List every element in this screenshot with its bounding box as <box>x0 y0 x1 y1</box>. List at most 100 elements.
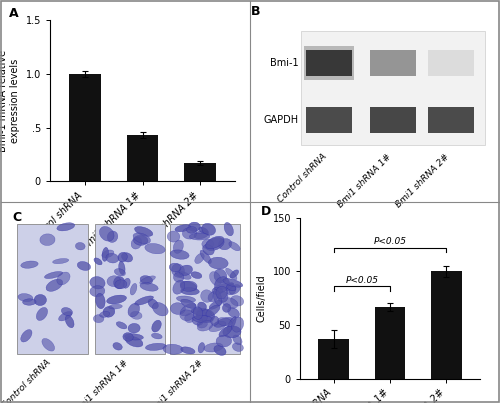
Ellipse shape <box>130 312 142 319</box>
Ellipse shape <box>130 283 137 295</box>
Ellipse shape <box>219 326 232 337</box>
Text: Bmi1 shRNA 1#: Bmi1 shRNA 1# <box>73 358 130 403</box>
Ellipse shape <box>170 263 181 272</box>
Ellipse shape <box>21 330 32 342</box>
Ellipse shape <box>152 320 162 332</box>
Ellipse shape <box>202 245 214 255</box>
Ellipse shape <box>176 296 196 303</box>
Ellipse shape <box>229 242 240 251</box>
Ellipse shape <box>114 276 125 289</box>
Y-axis label: Bmi-1 mRNA relative
expression levels: Bmi-1 mRNA relative expression levels <box>0 50 20 152</box>
Bar <box>126 135 158 181</box>
Ellipse shape <box>230 296 243 306</box>
Ellipse shape <box>96 293 105 309</box>
Bar <box>318 339 349 379</box>
Ellipse shape <box>182 228 196 239</box>
Ellipse shape <box>223 278 242 287</box>
Ellipse shape <box>100 312 110 317</box>
Ellipse shape <box>62 307 72 316</box>
Ellipse shape <box>191 308 212 316</box>
Ellipse shape <box>196 311 207 321</box>
Ellipse shape <box>52 258 69 264</box>
Ellipse shape <box>202 223 215 235</box>
Ellipse shape <box>173 280 185 294</box>
Ellipse shape <box>126 336 143 347</box>
Ellipse shape <box>213 289 222 305</box>
Ellipse shape <box>148 299 158 309</box>
Ellipse shape <box>134 226 153 236</box>
Text: Control shRNA: Control shRNA <box>276 152 329 205</box>
Ellipse shape <box>167 231 180 242</box>
Ellipse shape <box>174 272 184 282</box>
Ellipse shape <box>200 250 211 264</box>
Ellipse shape <box>58 312 72 321</box>
Ellipse shape <box>223 326 241 338</box>
Ellipse shape <box>94 315 104 323</box>
Ellipse shape <box>76 243 85 250</box>
Ellipse shape <box>90 276 105 289</box>
Ellipse shape <box>122 253 132 262</box>
Ellipse shape <box>40 234 55 245</box>
Ellipse shape <box>113 343 122 350</box>
Ellipse shape <box>146 343 166 351</box>
Ellipse shape <box>214 276 230 293</box>
Ellipse shape <box>206 305 220 316</box>
Ellipse shape <box>198 343 204 353</box>
Bar <box>428 50 474 77</box>
Ellipse shape <box>124 334 144 340</box>
Ellipse shape <box>208 291 218 302</box>
Ellipse shape <box>230 285 240 294</box>
Text: D: D <box>260 205 270 218</box>
Ellipse shape <box>100 226 114 241</box>
Bar <box>94 224 165 354</box>
Ellipse shape <box>191 272 202 278</box>
Ellipse shape <box>128 303 140 317</box>
Ellipse shape <box>180 281 197 291</box>
Ellipse shape <box>22 299 36 305</box>
Ellipse shape <box>140 276 156 284</box>
Ellipse shape <box>107 276 121 287</box>
Ellipse shape <box>192 317 203 325</box>
Ellipse shape <box>214 345 226 355</box>
Ellipse shape <box>140 283 158 291</box>
Ellipse shape <box>226 285 236 291</box>
Ellipse shape <box>230 270 238 278</box>
Ellipse shape <box>172 264 184 277</box>
Ellipse shape <box>226 268 237 280</box>
Bar <box>370 50 416 77</box>
Ellipse shape <box>194 231 208 239</box>
Ellipse shape <box>90 286 105 297</box>
Text: A: A <box>10 7 19 20</box>
Ellipse shape <box>21 261 38 268</box>
Ellipse shape <box>118 252 128 262</box>
Ellipse shape <box>102 247 108 261</box>
Ellipse shape <box>184 314 194 323</box>
Text: GAPDH: GAPDH <box>264 115 299 125</box>
Ellipse shape <box>210 316 219 325</box>
Bar <box>306 50 352 77</box>
Ellipse shape <box>118 262 125 275</box>
Text: Bmi1 shRNA 2#: Bmi1 shRNA 2# <box>394 152 451 209</box>
Ellipse shape <box>226 283 234 291</box>
Ellipse shape <box>163 344 183 354</box>
Bar <box>170 224 240 354</box>
Text: Bmi1 shRNA 2#: Bmi1 shRNA 2# <box>148 358 205 403</box>
Ellipse shape <box>57 223 74 231</box>
Bar <box>304 46 354 80</box>
Bar <box>184 163 216 181</box>
Ellipse shape <box>174 240 184 253</box>
Ellipse shape <box>232 343 243 351</box>
Ellipse shape <box>200 290 213 302</box>
Ellipse shape <box>216 335 232 347</box>
Text: Bmi-1: Bmi-1 <box>270 58 299 68</box>
Bar <box>428 107 474 133</box>
Ellipse shape <box>131 237 142 249</box>
Ellipse shape <box>186 226 196 233</box>
Ellipse shape <box>196 309 214 321</box>
Ellipse shape <box>214 318 233 327</box>
Ellipse shape <box>114 269 126 276</box>
Ellipse shape <box>123 278 130 288</box>
Ellipse shape <box>78 262 90 270</box>
Ellipse shape <box>57 272 70 285</box>
Ellipse shape <box>134 235 148 245</box>
